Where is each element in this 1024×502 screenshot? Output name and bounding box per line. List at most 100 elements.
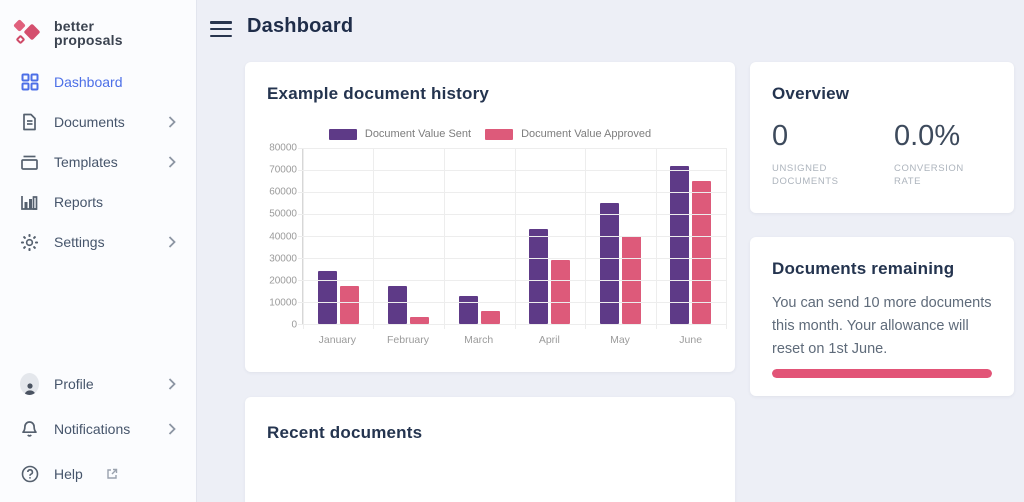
document-icon	[20, 113, 39, 132]
gridline	[298, 302, 726, 303]
y-tick-label: 0	[291, 319, 297, 331]
documents-remaining-text: You can send 10 more documents this mont…	[772, 295, 992, 357]
sidebar-item-reports[interactable]: Reports	[0, 182, 196, 222]
legend-swatch	[328, 128, 357, 140]
chart-bar	[480, 310, 500, 324]
sidebar-item-profile[interactable]: Profile	[0, 361, 196, 406]
gridline	[298, 148, 726, 149]
gear-icon	[20, 233, 39, 252]
y-tick-label: 80000	[269, 142, 297, 154]
stat-value: 0	[772, 120, 789, 152]
stat-value: 0.0%	[894, 120, 961, 152]
y-tick-label: 20000	[269, 275, 297, 287]
legend-label: Document Value Sent	[364, 128, 472, 140]
chart-bar	[670, 165, 690, 324]
page-title: Dashboard	[247, 15, 354, 37]
y-tick-label: 30000	[269, 253, 297, 265]
sidebar-item-dashboard[interactable]: Dashboard	[0, 62, 196, 102]
overview-stats: 0 UNSIGNED DOCUMENTS 0.0% CONVERSION RAT…	[772, 120, 998, 189]
help-icon	[20, 464, 39, 483]
chevron-right-icon	[168, 156, 176, 168]
allowance-progress-fill	[772, 369, 992, 378]
sidebar-item-label: Dashboard	[54, 74, 123, 90]
sidebar-item-settings[interactable]: Settings	[0, 222, 196, 262]
brand-logo-icon	[13, 17, 42, 49]
gridline-vertical	[514, 148, 516, 329]
sidebar-item-label: Settings	[54, 234, 105, 250]
sidebar-item-label: Help	[54, 465, 83, 482]
avatar-icon	[20, 372, 39, 395]
grid-icon	[20, 73, 39, 92]
x-tick-label: February	[387, 334, 430, 346]
unsigned-documents-stat: 0 UNSIGNED DOCUMENTS	[772, 120, 864, 189]
y-tick-label: 70000	[269, 164, 297, 176]
gridline	[298, 214, 726, 215]
sidebar-item-label: Profile	[54, 375, 94, 392]
chart-title: Example document history	[267, 84, 490, 103]
chart-bar	[339, 285, 359, 324]
chart-y-axis: 0 10000 20000 30000 40000 50000 60000 70000 8000…	[257, 143, 297, 331]
gridline	[298, 192, 726, 193]
gridline	[298, 170, 726, 171]
legend-label: Document Value Approved	[521, 128, 652, 140]
x-tick-label: May	[610, 334, 630, 346]
menu-toggle-button[interactable]	[210, 21, 232, 37]
bar-group	[374, 148, 445, 324]
sidebar-item-label: Documents	[54, 114, 125, 130]
gridline-vertical	[584, 148, 586, 329]
sidebar-item-label: Templates	[54, 154, 118, 170]
legend-swatch	[485, 128, 514, 140]
brand-name: better proposals	[54, 17, 123, 48]
sidebar-item-documents[interactable]: Documents	[0, 102, 196, 142]
stat-label: CONVERSION RATE	[894, 163, 964, 188]
documents-remaining-title: Documents remaining	[772, 259, 955, 278]
gridline-vertical	[443, 148, 445, 329]
sidebar-item-help[interactable]: Help	[0, 451, 196, 496]
chevron-right-icon	[168, 377, 176, 390]
gridline-vertical	[726, 148, 727, 329]
bar-group	[303, 148, 374, 324]
sidebar-nav: Dashboard Documents	[0, 62, 196, 262]
chart-plot	[298, 148, 727, 329]
overview-card: Overview 0 UNSIGNED DOCUMENTS 0.0% CONVE…	[750, 62, 1014, 213]
sidebar: better proposals Dashboard	[0, 0, 197, 502]
chart-bar	[692, 181, 712, 324]
y-tick-label: 40000	[269, 231, 297, 242]
recent-documents-title: Recent documents	[267, 423, 423, 442]
chevron-right-icon	[168, 236, 176, 248]
external-link-icon	[106, 468, 118, 480]
bell-icon	[20, 419, 39, 438]
gridline	[298, 258, 726, 259]
chart-bar	[599, 203, 619, 324]
sidebar-item-templates[interactable]: Templates	[0, 142, 196, 182]
chart-x-axis: January February March April May June	[302, 334, 726, 346]
chevron-right-icon	[168, 422, 176, 435]
bar-group	[656, 148, 727, 324]
brand-logo[interactable]: better proposals	[0, 0, 196, 60]
sidebar-bottom-nav: Profile Notifications	[0, 361, 196, 502]
conversion-rate-stat: 0.0% CONVERSION RATE	[894, 120, 986, 189]
chart-bars	[303, 148, 726, 324]
chart-bar	[551, 260, 571, 324]
allowance-progress-bar	[772, 369, 992, 378]
gridline	[298, 236, 726, 237]
sidebar-item-label: Reports	[54, 194, 104, 210]
sidebar-item-notifications[interactable]: Notifications	[0, 406, 196, 451]
x-tick-label: April	[538, 334, 560, 346]
y-tick-label: 10000	[269, 297, 297, 309]
x-tick-label: January	[318, 334, 357, 346]
legend-item: Document Value Approved	[485, 128, 651, 140]
chart-bar	[317, 271, 337, 324]
chart-bar	[410, 317, 430, 324]
archive-icon	[20, 153, 39, 172]
x-tick-label: June	[679, 334, 703, 346]
gridline	[298, 280, 726, 281]
chart-bar	[458, 295, 478, 324]
y-tick-label: 50000	[269, 208, 297, 220]
bar-group	[515, 148, 586, 324]
gridline-vertical	[303, 148, 304, 329]
bar-chart-icon	[20, 193, 39, 212]
chevron-right-icon	[168, 116, 176, 128]
legend-item: Document Value Sent	[328, 128, 472, 140]
recent-documents-card: Recent documents	[245, 397, 735, 502]
